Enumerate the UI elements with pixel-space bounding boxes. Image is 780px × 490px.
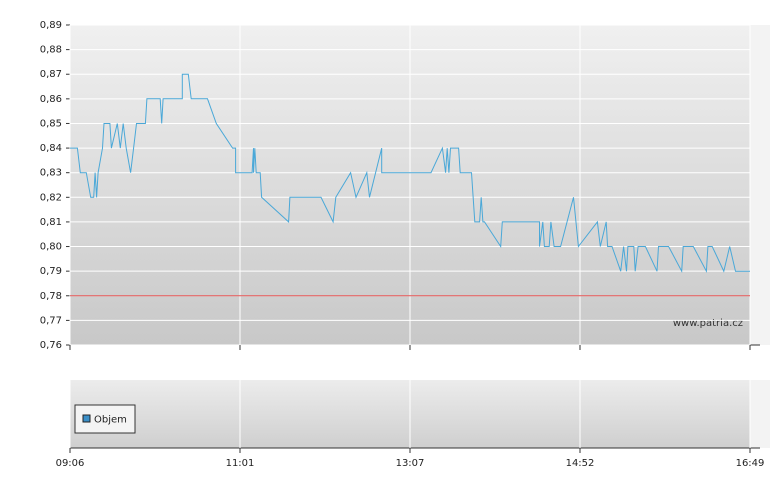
y-tick-label: 0,89	[40, 20, 62, 31]
y-tick-label: 0,88	[40, 45, 62, 56]
price-line	[70, 73, 750, 274]
y-tick-label: 0,81	[40, 217, 62, 228]
y-tick-label: 0,85	[40, 118, 62, 129]
y-tick-label: 0,83	[40, 168, 62, 179]
y-tick-label: 0,80	[40, 242, 62, 253]
x-tick-label: 13:07	[396, 458, 425, 469]
plot-margin	[750, 25, 770, 345]
y-tick-label: 0,79	[40, 266, 62, 277]
y-tick-label: 0,82	[40, 192, 62, 203]
y-tick-label: 0,77	[40, 315, 62, 326]
watermark: www.patria.cz	[673, 318, 743, 329]
x-tick-label: 09:06	[56, 458, 85, 469]
y-tick-label: 0,78	[40, 291, 62, 302]
x-tick-label: 14:52	[566, 458, 595, 469]
y-tick-label: 0,84	[40, 143, 62, 154]
x-tick-label: 11:01	[226, 458, 255, 469]
y-tick-label: 0,76	[40, 340, 62, 351]
plot-margin	[750, 380, 770, 448]
legend-label: Objem	[94, 415, 127, 426]
x-tick-label: 16:49	[736, 458, 765, 469]
legend-swatch	[82, 414, 91, 423]
y-tick-label: 0,87	[40, 69, 62, 80]
y-tick-label: 0,86	[40, 94, 62, 105]
